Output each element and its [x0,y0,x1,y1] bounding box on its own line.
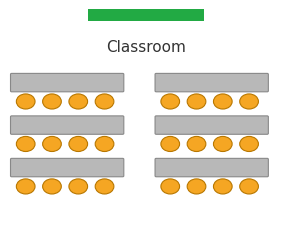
Circle shape [240,179,258,194]
Circle shape [161,179,180,194]
Circle shape [95,179,114,194]
Circle shape [213,136,232,152]
Circle shape [69,136,88,152]
Circle shape [16,136,35,152]
Circle shape [240,136,258,152]
FancyBboxPatch shape [11,116,124,134]
Circle shape [161,94,180,109]
Circle shape [69,94,88,109]
Circle shape [43,136,61,152]
Circle shape [240,94,258,109]
Circle shape [213,94,232,109]
Circle shape [16,94,35,109]
FancyBboxPatch shape [155,116,268,134]
Circle shape [43,94,61,109]
Circle shape [43,179,61,194]
FancyBboxPatch shape [11,73,124,92]
Circle shape [187,94,206,109]
Circle shape [16,179,35,194]
Circle shape [213,179,232,194]
Circle shape [95,94,114,109]
Circle shape [187,136,206,152]
FancyBboxPatch shape [11,158,124,177]
Text: Classroom: Classroom [106,40,186,55]
Circle shape [69,179,88,194]
Circle shape [187,179,206,194]
Circle shape [95,136,114,152]
FancyBboxPatch shape [155,73,268,92]
Circle shape [161,136,180,152]
Bar [88,9,204,21]
FancyBboxPatch shape [155,158,268,177]
